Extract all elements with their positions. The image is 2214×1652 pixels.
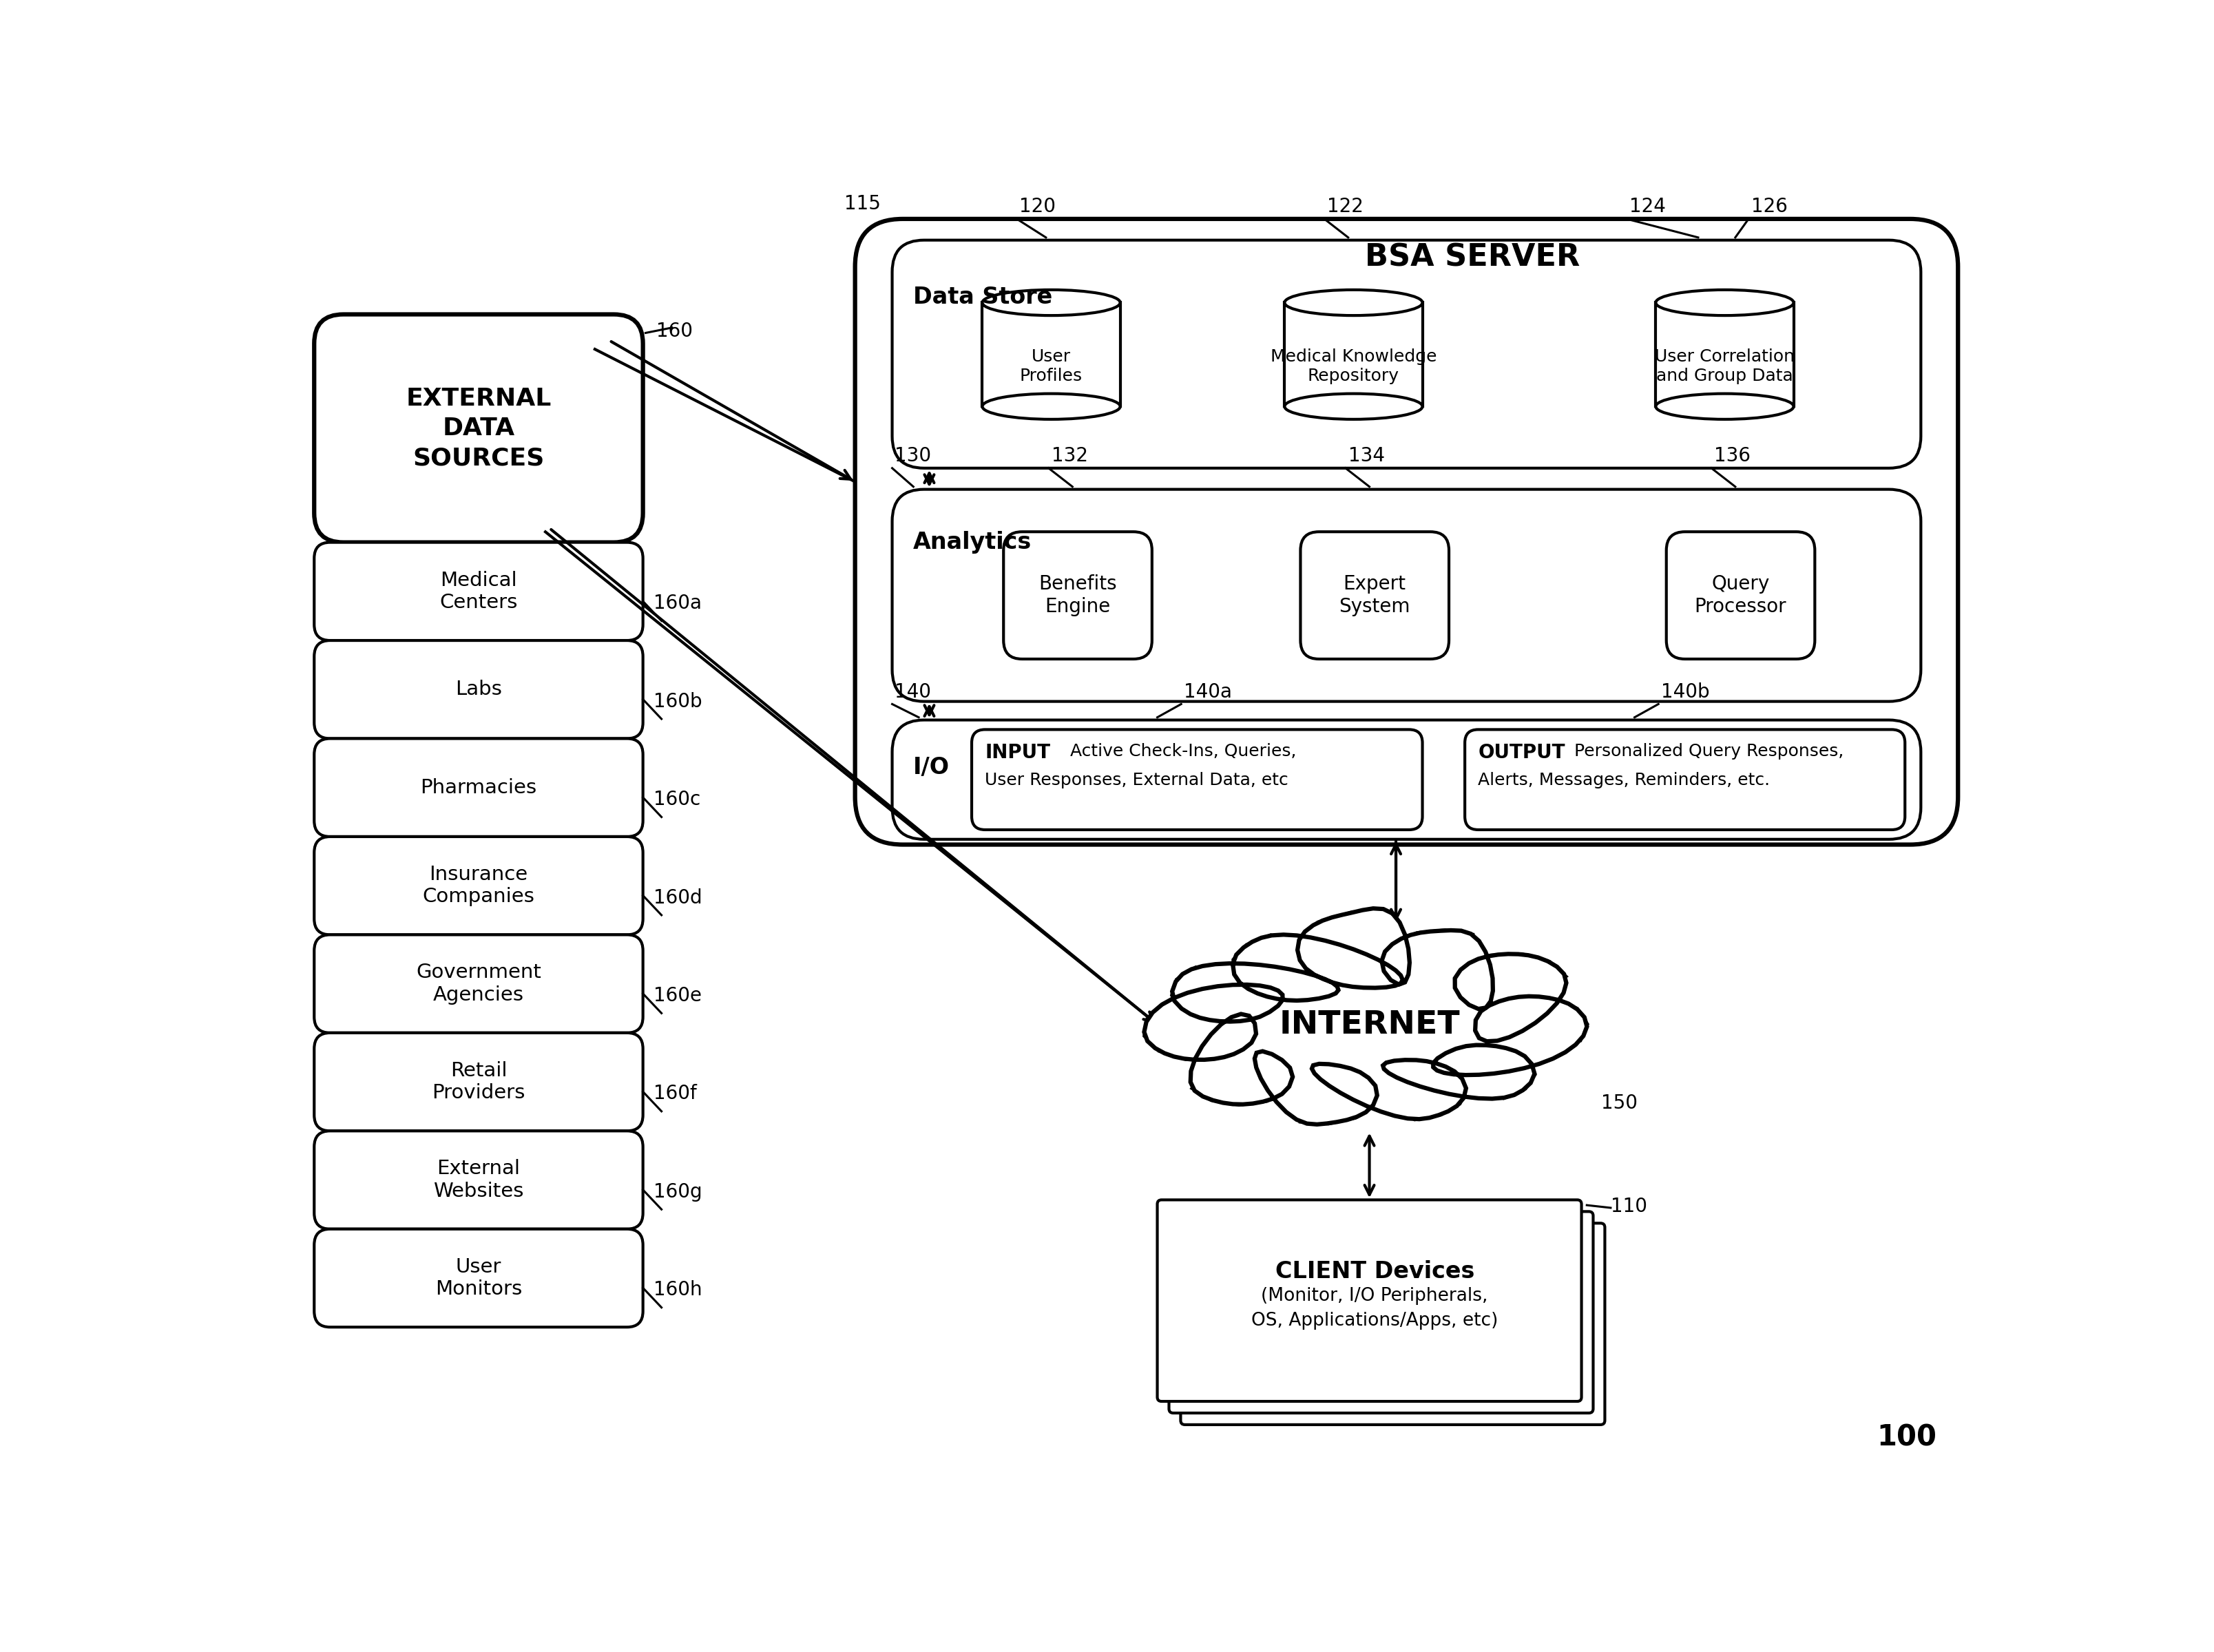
Polygon shape xyxy=(983,302,1120,406)
FancyBboxPatch shape xyxy=(855,220,1957,844)
Text: 126: 126 xyxy=(1751,197,1787,216)
Text: 140a: 140a xyxy=(1184,682,1231,702)
FancyBboxPatch shape xyxy=(314,641,642,738)
Text: 120: 120 xyxy=(1018,197,1056,216)
Text: Data Store: Data Store xyxy=(912,286,1052,309)
Text: 122: 122 xyxy=(1326,197,1364,216)
Text: BSA SERVER: BSA SERVER xyxy=(1364,243,1581,273)
FancyBboxPatch shape xyxy=(1300,532,1448,659)
Text: 100: 100 xyxy=(1875,1422,1937,1452)
Text: 160d: 160d xyxy=(653,889,702,907)
FancyBboxPatch shape xyxy=(314,542,642,641)
Text: 132: 132 xyxy=(1052,446,1087,466)
Text: Retail
Providers: Retail Providers xyxy=(432,1061,525,1102)
Text: 160: 160 xyxy=(655,322,693,340)
FancyBboxPatch shape xyxy=(314,738,642,836)
FancyBboxPatch shape xyxy=(1463,730,1904,829)
Text: 140: 140 xyxy=(894,682,932,702)
FancyBboxPatch shape xyxy=(972,730,1421,829)
Text: Analytics: Analytics xyxy=(912,530,1032,553)
FancyBboxPatch shape xyxy=(314,1032,642,1132)
Text: Benefits
Engine: Benefits Engine xyxy=(1038,575,1116,616)
Text: 136: 136 xyxy=(1714,446,1749,466)
Text: Alerts, Messages, Reminders, etc.: Alerts, Messages, Reminders, etc. xyxy=(1477,771,1769,788)
Ellipse shape xyxy=(1284,393,1421,420)
Text: Query
Processor: Query Processor xyxy=(1694,575,1787,616)
Text: Labs: Labs xyxy=(456,681,503,699)
Text: (Monitor, I/O Peripherals,
OS, Applications/Apps, etc): (Monitor, I/O Peripherals, OS, Applicati… xyxy=(1251,1287,1497,1330)
Text: Medical Knowledge
Repository: Medical Knowledge Repository xyxy=(1271,349,1437,385)
Text: 150: 150 xyxy=(1601,1094,1636,1113)
Text: User
Profiles: User Profiles xyxy=(1021,349,1083,385)
Polygon shape xyxy=(1656,302,1793,406)
Ellipse shape xyxy=(1656,393,1793,420)
FancyBboxPatch shape xyxy=(1158,1199,1581,1401)
FancyBboxPatch shape xyxy=(314,1132,642,1229)
FancyBboxPatch shape xyxy=(1169,1211,1592,1412)
Text: User
Monitors: User Monitors xyxy=(434,1257,523,1298)
Text: 160a: 160a xyxy=(653,593,702,613)
Polygon shape xyxy=(1145,912,1587,1123)
FancyBboxPatch shape xyxy=(314,1229,642,1327)
Text: 140b: 140b xyxy=(1660,682,1709,702)
FancyBboxPatch shape xyxy=(1665,532,1813,659)
Text: 130: 130 xyxy=(894,446,932,466)
Text: 160e: 160e xyxy=(653,986,702,1006)
Text: Government
Agencies: Government Agencies xyxy=(416,963,540,1004)
Text: User Correlation
and Group Data: User Correlation and Group Data xyxy=(1654,349,1793,385)
Text: OUTPUT: OUTPUT xyxy=(1477,743,1565,762)
Polygon shape xyxy=(1145,909,1587,1125)
Text: Active Check-Ins, Queries,: Active Check-Ins, Queries, xyxy=(1058,743,1295,760)
Text: 110: 110 xyxy=(1610,1196,1647,1216)
Text: Insurance
Companies: Insurance Companies xyxy=(423,866,534,907)
Polygon shape xyxy=(1284,302,1421,406)
Text: 160f: 160f xyxy=(653,1084,697,1104)
FancyBboxPatch shape xyxy=(314,935,642,1032)
Ellipse shape xyxy=(983,393,1120,420)
Text: 134: 134 xyxy=(1348,446,1384,466)
Text: INPUT: INPUT xyxy=(985,743,1049,762)
Ellipse shape xyxy=(983,289,1120,316)
Text: 160b: 160b xyxy=(653,692,702,710)
Text: 160h: 160h xyxy=(653,1280,702,1300)
Ellipse shape xyxy=(1656,289,1793,316)
FancyBboxPatch shape xyxy=(892,720,1920,839)
Text: 160c: 160c xyxy=(653,790,700,809)
FancyBboxPatch shape xyxy=(892,489,1920,702)
Text: I/O: I/O xyxy=(912,757,950,780)
Text: INTERNET: INTERNET xyxy=(1277,1009,1459,1041)
FancyBboxPatch shape xyxy=(1180,1222,1605,1424)
Text: External
Websites: External Websites xyxy=(434,1160,525,1201)
Text: EXTERNAL
DATA
SOURCES: EXTERNAL DATA SOURCES xyxy=(405,387,551,469)
Text: 115: 115 xyxy=(844,195,881,213)
FancyBboxPatch shape xyxy=(892,240,1920,468)
Text: Medical
Centers: Medical Centers xyxy=(438,570,518,613)
Ellipse shape xyxy=(1284,289,1421,316)
Text: Expert
System: Expert System xyxy=(1339,575,1410,616)
Text: CLIENT Devices: CLIENT Devices xyxy=(1275,1260,1475,1284)
Text: User Responses, External Data, etc: User Responses, External Data, etc xyxy=(985,771,1289,788)
FancyBboxPatch shape xyxy=(314,836,642,935)
Text: Personalized Query Responses,: Personalized Query Responses, xyxy=(1563,743,1842,760)
Text: 124: 124 xyxy=(1630,197,1665,216)
FancyBboxPatch shape xyxy=(1003,532,1151,659)
Text: 160g: 160g xyxy=(653,1183,702,1201)
Text: Pharmacies: Pharmacies xyxy=(421,778,536,798)
FancyBboxPatch shape xyxy=(314,314,642,542)
